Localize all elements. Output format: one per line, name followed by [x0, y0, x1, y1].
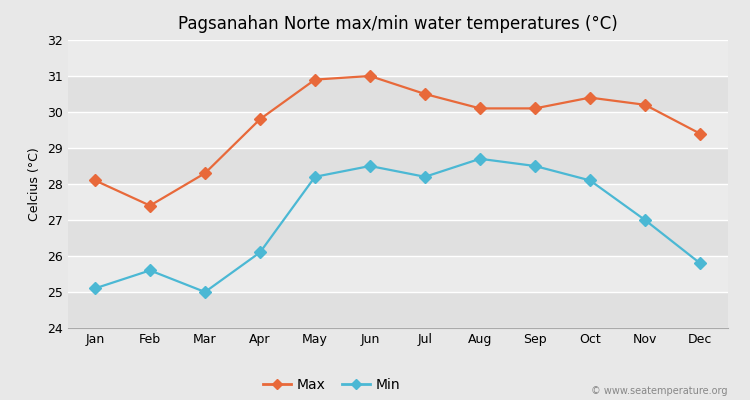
Bar [68, 220, 728, 256]
Bar [68, 40, 728, 76]
Bar [68, 76, 728, 112]
Bar [68, 112, 728, 148]
Bar [68, 148, 728, 184]
Bar [68, 184, 728, 220]
Legend: Max, Min: Max, Min [257, 372, 406, 398]
Title: Pagsanahan Norte max/min water temperatures (°C): Pagsanahan Norte max/min water temperatu… [178, 15, 617, 33]
Bar [68, 256, 728, 292]
Bar [68, 292, 728, 328]
Text: © www.seatemperature.org: © www.seatemperature.org [591, 386, 728, 396]
Y-axis label: Celcius (°C): Celcius (°C) [28, 147, 41, 221]
